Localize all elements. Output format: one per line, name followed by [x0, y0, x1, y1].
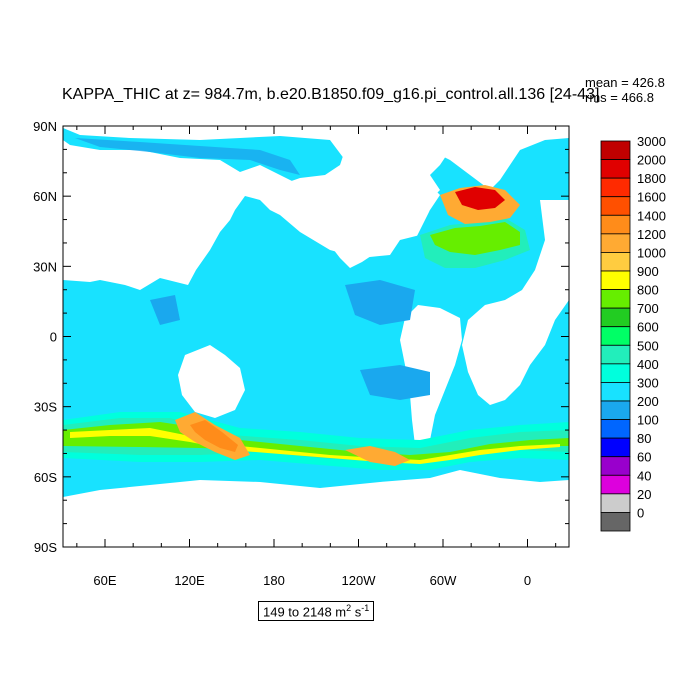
- colorbar-swatch: [600, 382, 631, 402]
- y-tick-label: 0: [50, 330, 57, 345]
- colorbar-swatch: [600, 456, 631, 476]
- colorbar-swatch: [600, 437, 631, 458]
- colorbar-label: 2000: [637, 153, 666, 168]
- colorbar-swatch: [600, 214, 631, 235]
- colorbar-swatch: [600, 270, 631, 290]
- colorbar-label: 1200: [637, 227, 666, 242]
- land-north-america: [280, 140, 450, 268]
- colorbar-swatch: [600, 140, 631, 160]
- colorbar-label: 100: [637, 413, 659, 428]
- plot-title: KAPPA_THIC at z= 984.7m, b.e20.B1850.f09…: [62, 86, 600, 103]
- colorbar-label: 20: [637, 487, 651, 502]
- colorbar-label: 400: [637, 357, 659, 372]
- colorbar: 3000200018001600140012001000900800700600…: [600, 134, 666, 532]
- colorbar-swatch: [600, 233, 631, 253]
- x-tick-label: 180: [263, 573, 285, 588]
- range-text: 149 to 2148 m: [263, 604, 347, 620]
- colorbar-label: 300: [637, 375, 659, 390]
- range-sup: 2: [346, 603, 352, 613]
- range-sup2: -1: [361, 603, 370, 613]
- y-tick-label: 60S: [34, 470, 57, 485]
- south-atlantic-low: [360, 365, 430, 400]
- colorbar-swatch: [600, 326, 631, 346]
- colorbar-swatch: [600, 159, 631, 179]
- x-tick-label: 60W: [430, 573, 457, 588]
- y-tick-label: 30S: [34, 400, 57, 415]
- indian-low: [345, 280, 415, 325]
- colorbar-swatch: [600, 400, 631, 420]
- colorbar-swatch: [600, 307, 631, 328]
- colorbar-label: 900: [637, 264, 659, 279]
- colorbar-swatch: [600, 493, 631, 513]
- colorbar-swatch: [600, 419, 631, 439]
- colorbar-swatch: [600, 363, 631, 383]
- land-antarctica: [63, 470, 569, 547]
- colorbar-label: 1800: [637, 171, 666, 186]
- west-pacific-low: [150, 295, 180, 325]
- land-australia: [178, 345, 245, 418]
- x-tick-label: 120W: [342, 573, 377, 588]
- colorbar-label: 0: [637, 505, 644, 520]
- range-unit-tail: s: [351, 604, 362, 620]
- colorbar-label: 200: [637, 394, 659, 409]
- n-atlantic-band-2: [430, 222, 520, 255]
- land-africa: [462, 200, 569, 405]
- y-tick-label: 30N: [33, 259, 57, 274]
- colorbar-label: 60: [637, 450, 651, 465]
- y-axis: 90N 60N 30N 0 30S 60S 90S: [33, 119, 569, 555]
- colorbar-swatch: [600, 474, 631, 495]
- map-body: [63, 126, 569, 547]
- colorbar-label: 3000: [637, 134, 666, 149]
- colorbar-label: 500: [637, 338, 659, 353]
- y-tick-label: 90N: [33, 119, 57, 134]
- rms-stat: rms = 466.8: [585, 90, 655, 105]
- colorbar-swatch: [600, 252, 631, 272]
- colorbar-label: 1600: [637, 190, 666, 205]
- arctic-ocean-2: [75, 138, 300, 175]
- x-tick-label: 60E: [93, 573, 116, 588]
- southern-high-kappa-2: [190, 420, 238, 452]
- colorbar-swatch: [600, 196, 631, 216]
- colorbar-label: 600: [637, 320, 659, 335]
- x-axis: 60E 120E 180 120W 60W 0: [76, 126, 557, 588]
- southern-high-kappa-3: [345, 446, 410, 466]
- y-tick-label: 90S: [34, 540, 57, 555]
- colorbar-swatch: [600, 177, 631, 198]
- y-tick-label: 60N: [33, 189, 57, 204]
- colorbar-label: 80: [637, 431, 651, 446]
- colorbar-label: 800: [637, 283, 659, 298]
- colorbar-swatch: [600, 289, 631, 309]
- range-label: 149 to 2148 m2 s-1: [258, 601, 375, 622]
- colorbar-label: 700: [637, 301, 659, 316]
- x-tick-label: 120E: [174, 573, 205, 588]
- colorbar-swatch: [600, 344, 631, 365]
- colorbar-label: 40: [637, 468, 651, 483]
- colorbar-swatch: [600, 512, 631, 532]
- mean-stat: mean = 426.8: [585, 75, 665, 90]
- x-tick-label: 0: [524, 573, 531, 588]
- land-south-america: [400, 305, 462, 465]
- colorbar-label: 1400: [637, 208, 666, 223]
- n-atlantic-band-4: [455, 187, 505, 210]
- colorbar-label: 1000: [637, 245, 666, 260]
